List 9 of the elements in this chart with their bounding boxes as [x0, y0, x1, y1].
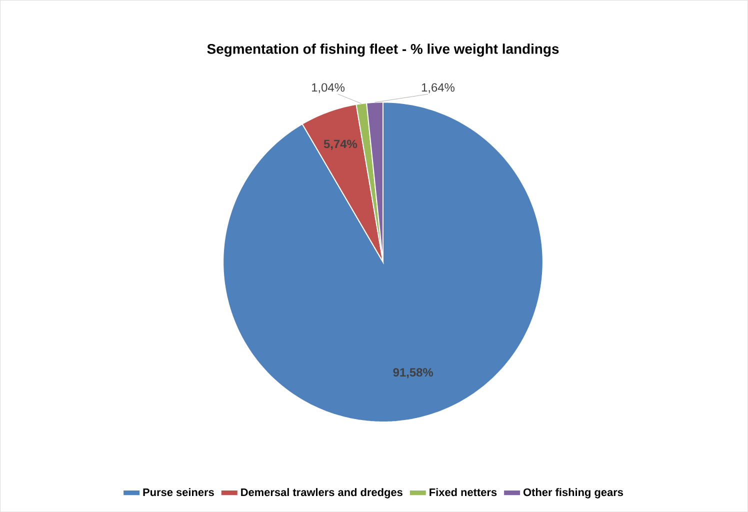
data-label: 1,64% — [422, 83, 454, 94]
legend-label: Demersal trawlers and dredges — [241, 488, 402, 498]
data-label: 5,74% — [324, 140, 358, 150]
data-label: 1,04% — [312, 83, 345, 94]
legend-label: Purse seiners — [143, 488, 214, 496]
legend-label: Fixed netters — [430, 488, 497, 496]
legend-label: Other fishing gears — [523, 488, 624, 498]
data-label: 91,58% — [393, 368, 434, 378]
chart-title: Segmentation of fishing fleet - % live weight landings — [207, 44, 559, 57]
